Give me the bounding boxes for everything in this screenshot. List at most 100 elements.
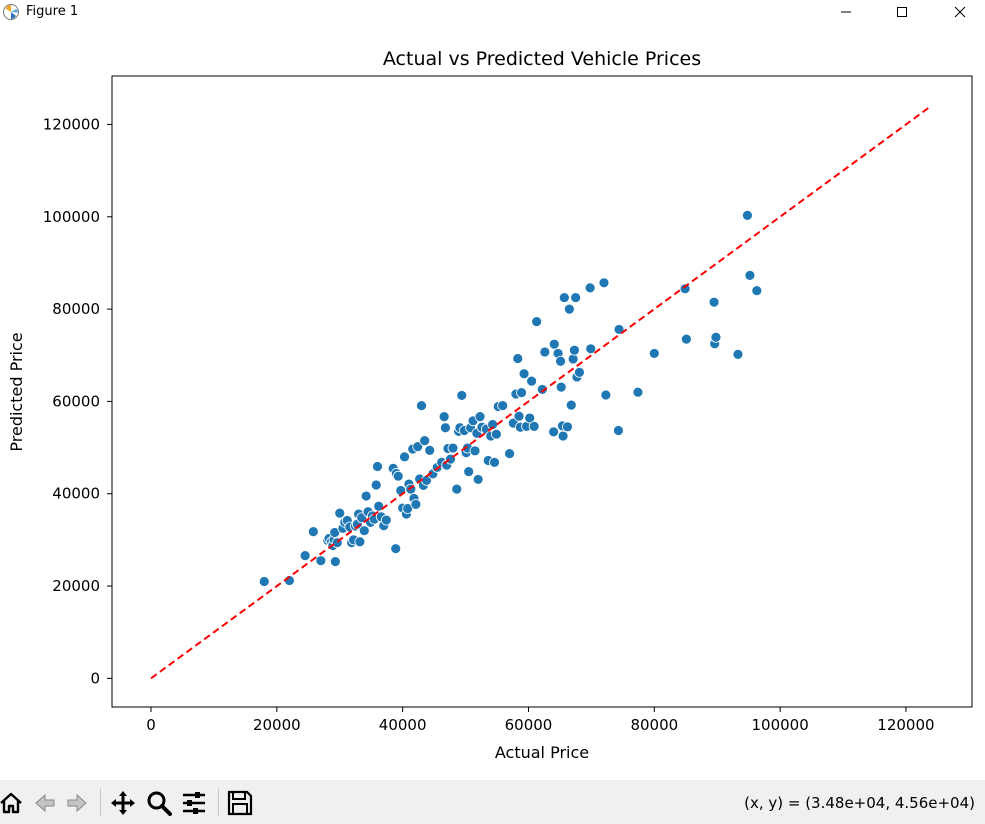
scatter-point bbox=[370, 479, 382, 491]
scatter-point bbox=[419, 435, 431, 447]
scatter-point bbox=[708, 296, 720, 308]
scatter-point bbox=[489, 456, 500, 468]
scatter-point bbox=[742, 210, 753, 221]
scatter-point bbox=[307, 526, 319, 537]
configure-subplots-button[interactable] bbox=[181, 790, 207, 816]
plot-area-frame bbox=[111, 75, 973, 708]
scatter-point bbox=[392, 470, 404, 482]
scatter-point bbox=[574, 366, 585, 378]
figure-canvas[interactable]: Actual vs Predicted Vehicle Prices 0 2000… bbox=[0, 24, 985, 780]
scatter-point bbox=[710, 331, 722, 343]
scatter-point bbox=[380, 514, 392, 526]
scatter-point bbox=[584, 282, 596, 294]
toolbar-separator bbox=[100, 788, 101, 816]
forward-arrow-icon bbox=[67, 793, 87, 813]
save-icon bbox=[227, 790, 253, 816]
scatter-point bbox=[390, 543, 402, 555]
scatter-point bbox=[613, 425, 624, 436]
minimize-icon bbox=[841, 11, 851, 13]
scatter-point bbox=[518, 368, 530, 380]
zoom-icon bbox=[147, 791, 172, 816]
scatter-point bbox=[258, 576, 270, 587]
navigation-toolbar: (x, y) = (3.48e+04, 4.56e+04) bbox=[0, 780, 985, 824]
scatter-point bbox=[557, 430, 569, 442]
scatter-point bbox=[299, 550, 311, 561]
y-tick-label: 20000 bbox=[52, 577, 100, 595]
scatter-point bbox=[536, 384, 548, 395]
scatter-point bbox=[372, 461, 383, 472]
scatter-point bbox=[531, 316, 543, 327]
scatter-point bbox=[562, 421, 573, 433]
scatter-point bbox=[563, 303, 575, 315]
scatter-point bbox=[570, 292, 582, 303]
scatter-point bbox=[568, 344, 580, 356]
scatter-point bbox=[524, 412, 536, 424]
y-tick-label: 60000 bbox=[52, 392, 100, 410]
scatter-point bbox=[600, 389, 612, 401]
scatter-point bbox=[424, 444, 436, 456]
scatter-point bbox=[598, 277, 610, 289]
x-axis-label: Actual Price bbox=[495, 743, 589, 762]
scatter-chart: Actual vs Predicted Vehicle Prices 0 2000… bbox=[7, 48, 973, 762]
y-tick-label: 80000 bbox=[52, 300, 100, 318]
scatter-point bbox=[438, 411, 450, 423]
scatter-point bbox=[315, 555, 327, 567]
scatter-point bbox=[751, 285, 763, 297]
x-tick-label: 100000 bbox=[751, 716, 808, 734]
scatter-point bbox=[474, 411, 486, 423]
scatter-point bbox=[358, 525, 370, 537]
forward-button[interactable] bbox=[64, 790, 90, 816]
scatter-point bbox=[497, 400, 509, 411]
scatter-point bbox=[490, 428, 502, 440]
minimize-button[interactable] bbox=[826, 0, 866, 24]
scatter-point bbox=[648, 348, 660, 359]
zoom-button[interactable] bbox=[146, 790, 172, 816]
scatter-point bbox=[528, 420, 540, 432]
scatter-point bbox=[329, 556, 341, 567]
scatter-point bbox=[447, 442, 459, 454]
home-icon bbox=[0, 792, 22, 814]
scatter-point bbox=[585, 343, 597, 355]
scatter-point bbox=[334, 507, 346, 519]
cursor-coordinates: (x, y) = (3.48e+04, 4.56e+04) bbox=[744, 794, 975, 812]
x-tick-label: 120000 bbox=[877, 716, 934, 734]
scatter-point bbox=[732, 348, 744, 360]
scatter-point bbox=[360, 490, 372, 502]
scatter-point bbox=[513, 410, 525, 422]
scatter-point bbox=[416, 400, 427, 411]
maximize-button[interactable] bbox=[882, 0, 922, 24]
scatter-point bbox=[412, 441, 424, 453]
scatter-point bbox=[526, 375, 538, 387]
configure-subplots-icon bbox=[183, 792, 205, 814]
y-tick-label: 40000 bbox=[52, 485, 100, 503]
scatter-point bbox=[555, 381, 567, 393]
scatter-point bbox=[548, 426, 560, 438]
x-tick-label: 20000 bbox=[253, 716, 301, 734]
scatter-point bbox=[463, 466, 475, 477]
scatter-point bbox=[679, 283, 691, 295]
scatter-point bbox=[469, 445, 481, 457]
close-icon bbox=[954, 6, 966, 18]
save-button[interactable] bbox=[227, 790, 253, 816]
y-tick-label: 100000 bbox=[43, 208, 100, 226]
home-button[interactable] bbox=[0, 790, 24, 816]
scatter-point bbox=[456, 390, 468, 401]
window-titlebar: Figure 1 bbox=[0, 0, 985, 24]
pan-button[interactable] bbox=[110, 790, 136, 816]
close-button[interactable] bbox=[940, 0, 980, 24]
scatter-point bbox=[744, 270, 756, 281]
toolbar-separator bbox=[218, 788, 219, 816]
scatter-point bbox=[539, 346, 551, 358]
y-axis-label: Predicted Price bbox=[7, 332, 26, 451]
scatter-point bbox=[512, 353, 524, 364]
chart-title: Actual vs Predicted Vehicle Prices bbox=[383, 48, 701, 70]
y-tick-label: 0 bbox=[90, 669, 100, 687]
scatter-point bbox=[555, 355, 566, 367]
scatter-point bbox=[548, 338, 560, 350]
reference-line bbox=[150, 105, 932, 680]
app-icon bbox=[3, 4, 19, 20]
scatter-point bbox=[632, 386, 644, 398]
back-button[interactable] bbox=[32, 790, 58, 816]
x-tick-label: 0 bbox=[146, 716, 156, 734]
scatter-point bbox=[451, 483, 463, 495]
